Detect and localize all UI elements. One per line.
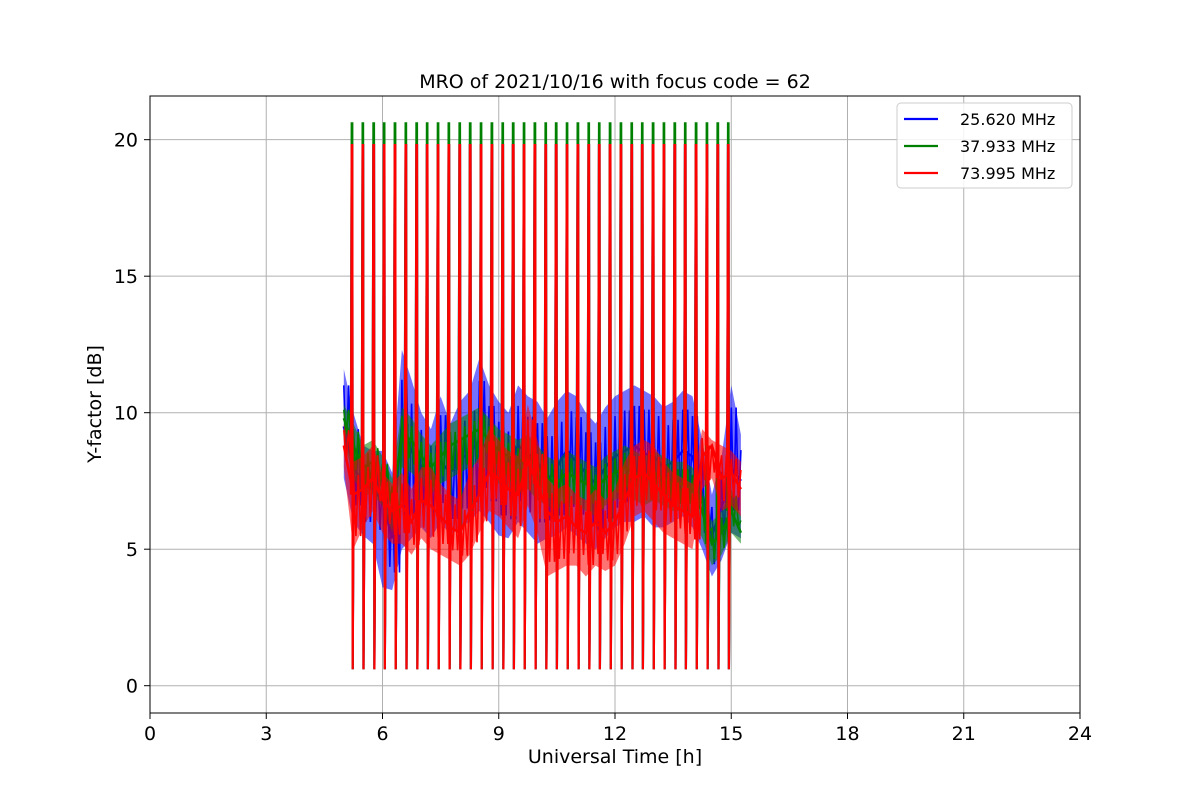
- series-73-995-MHz: [342, 144, 742, 670]
- x-tick-label: 18: [835, 723, 859, 745]
- calibration-spike: [521, 144, 527, 670]
- legend: 25.620 MHz 37.933 MHz 73.995 MHz: [896, 102, 1073, 189]
- x-tick-label: 0: [144, 723, 156, 745]
- x-tick-label: 3: [260, 723, 272, 745]
- calibration-spike: [414, 144, 420, 670]
- legend-label: 37.933 MHz: [960, 137, 1055, 156]
- calibration-spike: [693, 144, 699, 670]
- legend-label: 25.620 MHz: [960, 110, 1055, 129]
- calibration-spike: [607, 144, 613, 670]
- calibration-spike: [554, 144, 559, 670]
- calibration-spike: [446, 144, 452, 670]
- calibration-spike: [564, 144, 570, 670]
- calibration-spike: [683, 144, 688, 670]
- calibration-spike: [403, 144, 409, 670]
- x-tick-label: 21: [952, 723, 976, 745]
- calibration-spike: [629, 144, 635, 670]
- series-layer: [342, 122, 743, 670]
- calibration-spike: [349, 144, 355, 670]
- legend-box: [896, 102, 1073, 189]
- calibration-spike: [435, 144, 441, 670]
- calibration-spike: [650, 144, 656, 670]
- calibration-spike: [478, 144, 484, 670]
- calibration-spike: [640, 144, 645, 670]
- calibration-spike: [597, 144, 602, 670]
- x-axis-label: Universal Time [h]: [528, 746, 702, 768]
- calibration-spike: [511, 144, 516, 670]
- x-tick-label: 24: [1068, 723, 1092, 745]
- calibration-spike: [489, 144, 495, 670]
- y-tick-label: 20: [114, 130, 138, 152]
- calibration-spike: [586, 144, 592, 670]
- calibration-spike: [618, 144, 624, 670]
- legend-label: 73.995 MHz: [960, 164, 1055, 183]
- x-tick-label: 9: [493, 723, 505, 745]
- calibration-spike: [382, 144, 387, 670]
- y-tick-label: 0: [126, 676, 138, 698]
- calibration-spike: [575, 144, 581, 670]
- calibration-spike: [425, 144, 430, 670]
- x-tick-label: 6: [376, 723, 388, 745]
- calibration-spike: [500, 144, 506, 670]
- calibration-spike: [392, 144, 398, 670]
- y-axis-label: Y-factor [dB]: [84, 345, 106, 464]
- calibration-spike: [672, 144, 678, 670]
- calibration-spike: [532, 144, 538, 670]
- chart-title: MRO of 2021/10/16 with focus code = 62: [419, 71, 811, 93]
- x-tick-label: 12: [603, 723, 627, 745]
- calibration-spike: [543, 144, 549, 670]
- calibration-spike: [457, 144, 463, 670]
- calibration-spike: [726, 144, 731, 670]
- calibration-spike: [360, 144, 366, 670]
- y-tick-label: 5: [126, 539, 138, 561]
- y-axis-ticks: 0 5 10 15 20: [114, 130, 150, 698]
- calibration-spike: [704, 144, 710, 670]
- calibration-spike: [661, 144, 667, 670]
- calibration-spike: [371, 144, 377, 670]
- y-tick-label: 15: [114, 266, 138, 288]
- y-tick-label: 10: [114, 403, 138, 425]
- calibration-spike: [468, 144, 473, 670]
- x-axis-ticks: 0 3 6 9 12 15 18 21 24: [144, 713, 1092, 745]
- calibration-spike: [715, 144, 721, 670]
- x-tick-label: 15: [719, 723, 743, 745]
